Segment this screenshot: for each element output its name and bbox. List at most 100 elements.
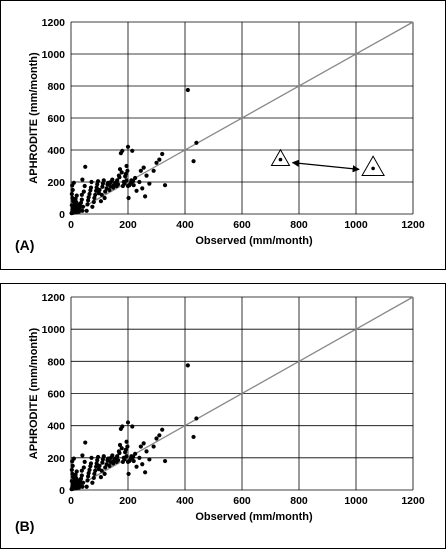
data-point	[86, 471, 91, 476]
data-point	[130, 424, 135, 429]
x-axis-label: Observed (mm/month)	[195, 235, 313, 247]
data-point	[95, 454, 101, 460]
data-point	[79, 192, 84, 197]
data-point	[115, 454, 120, 459]
data-point	[120, 148, 125, 153]
data-point	[73, 472, 78, 477]
data-point	[83, 440, 88, 445]
y-tick-label: 600	[47, 113, 65, 125]
data-point	[151, 168, 156, 173]
data-point	[141, 165, 146, 170]
data-point	[120, 424, 125, 429]
data-point	[84, 484, 89, 489]
data-point	[93, 188, 99, 193]
data-point	[103, 189, 108, 194]
data-point	[79, 197, 84, 202]
data-point	[103, 465, 108, 470]
data-point	[89, 179, 94, 185]
data-point	[90, 480, 95, 485]
data-point	[85, 202, 90, 207]
y-tick-label: 400	[47, 421, 65, 433]
data-point	[92, 195, 97, 201]
data-point	[87, 467, 92, 472]
data-point	[125, 144, 131, 149]
data-point	[82, 183, 87, 189]
data-point	[100, 184, 105, 189]
data-point	[69, 191, 74, 197]
y-tick-label: 800	[47, 81, 65, 93]
data-point	[191, 159, 196, 164]
data-point	[74, 469, 79, 474]
data-point	[141, 441, 146, 446]
panel-a: 0 200 400 600 800 1000 1200 0 200 400 600 800 1000 12…	[0, 0, 446, 270]
data-point	[93, 192, 98, 197]
data-point	[102, 195, 107, 201]
data-point	[102, 471, 107, 477]
data-point	[162, 183, 168, 188]
x-tick-label: 200	[119, 219, 137, 231]
data-point	[90, 204, 95, 209]
data-point	[100, 460, 105, 465]
data-point	[95, 182, 100, 187]
x-tick-label: 0	[68, 219, 74, 231]
data-point	[137, 455, 142, 460]
data-point	[126, 471, 131, 477]
data-point	[144, 173, 149, 178]
annotation-point	[371, 166, 375, 171]
data-point	[140, 462, 145, 467]
data-point	[123, 447, 128, 452]
data-point	[143, 194, 148, 199]
data-point	[74, 193, 79, 198]
data-point	[73, 196, 78, 201]
x-tick-label: 800	[290, 495, 308, 507]
data-point	[97, 187, 102, 193]
data-point	[124, 163, 129, 169]
data-point	[134, 464, 139, 469]
data-point	[144, 449, 149, 454]
data-point	[154, 436, 159, 441]
x-tick-label: 600	[233, 219, 251, 231]
annotation-arrow	[291, 159, 360, 173]
y-axis-label: APHRODITE (mm/month)	[28, 52, 40, 184]
data-point	[101, 178, 106, 183]
data-point	[81, 465, 86, 470]
data-point	[94, 461, 99, 466]
data-point	[124, 178, 129, 183]
y-tick-label: 400	[47, 145, 65, 157]
y-tick-label: 600	[47, 389, 65, 401]
data-point	[157, 433, 162, 438]
data-point	[122, 181, 127, 186]
data-point	[78, 476, 84, 481]
data-point	[71, 456, 76, 461]
data-point	[117, 442, 123, 448]
data-point	[157, 157, 162, 162]
data-point	[93, 464, 99, 469]
data-point	[154, 160, 159, 165]
data-point	[185, 363, 190, 368]
data-point	[85, 478, 90, 483]
data-point	[110, 453, 115, 458]
y-tick-label: 1000	[42, 49, 66, 61]
data-point	[194, 416, 199, 421]
data-point	[80, 208, 85, 213]
panel-label-a: (A)	[15, 237, 35, 253]
data-point	[160, 151, 165, 157]
data-point	[125, 168, 130, 173]
x-tick-label: 400	[176, 495, 194, 507]
data-point	[107, 187, 112, 193]
data-point	[84, 208, 89, 213]
x-tick-label: 400	[176, 219, 194, 231]
data-point	[86, 198, 91, 203]
chart-b: 0 200 400 600 800 1000 1200 0 200 400 600 800 1000 12…	[28, 292, 425, 523]
data-point	[123, 171, 128, 177]
data-point	[98, 199, 104, 204]
y-tick-label: 200	[47, 453, 65, 465]
data-point	[91, 199, 96, 205]
x-tick-label: 800	[290, 219, 308, 231]
y-tick-label: 200	[47, 177, 65, 189]
x-tick-label: 1000	[344, 495, 368, 507]
data-point	[100, 457, 106, 462]
data-point	[79, 473, 84, 478]
data-point	[126, 195, 131, 201]
data-point	[138, 168, 143, 173]
